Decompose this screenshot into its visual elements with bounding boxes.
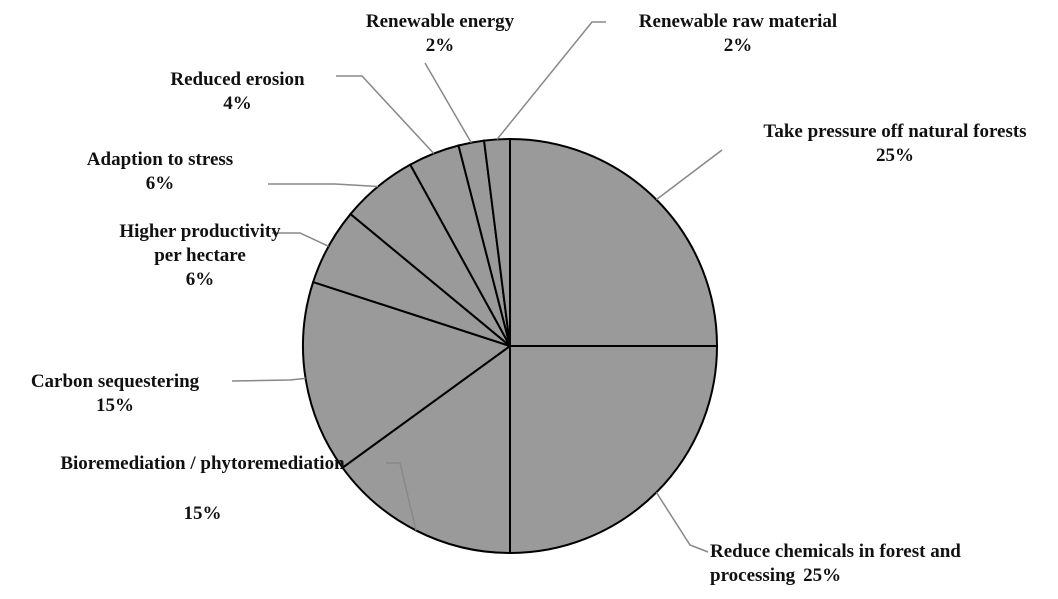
value-label: 6% xyxy=(145,173,175,194)
category-label: Reduced erosion xyxy=(170,69,305,90)
pie-slice xyxy=(509,137,719,347)
slice-label: Reduce chemicals in forest and processin… xyxy=(710,540,1040,588)
pie-slice xyxy=(302,280,513,470)
slice-label: Reduced erosion 4% xyxy=(130,68,345,116)
leader-line xyxy=(336,75,435,155)
value-label: 15% xyxy=(96,395,134,416)
category-label: Renewable energy xyxy=(365,11,515,32)
category-label: Adaption to stress xyxy=(86,149,234,170)
slice-label: Carbon sequestering 15% xyxy=(0,370,230,418)
value-label: 25% xyxy=(876,145,914,166)
value-label: 25% xyxy=(803,565,842,586)
leader-line xyxy=(496,21,606,140)
leader-line xyxy=(655,491,709,553)
value-label: 2% xyxy=(723,35,753,56)
leader-line xyxy=(386,462,417,531)
leader-line xyxy=(231,377,306,382)
slice-label: Take pressure off natural forests 25% xyxy=(725,120,1058,168)
category-label: Renewable raw material xyxy=(638,11,838,32)
slice-label: Bioremediation / phytoremediation 15% xyxy=(20,452,385,526)
category-label: Higher productivity per hectare xyxy=(119,221,281,266)
pie-slice xyxy=(509,345,719,555)
value-label: 2% xyxy=(425,35,455,56)
category-label: Reduce chemicals in forest and processin… xyxy=(710,541,961,586)
slice-label: Adaption to stress 6% xyxy=(55,148,265,196)
leader-line xyxy=(268,183,379,188)
category-label: Bioremediation / phytoremediation xyxy=(60,453,345,474)
slice-label: Renewable raw material 2% xyxy=(598,10,878,58)
slice-label: Renewable energy 2% xyxy=(320,10,560,58)
category-label: Carbon sequestering xyxy=(30,371,200,392)
category-label: Take pressure off natural forests xyxy=(763,121,1027,142)
value-label: 6% xyxy=(185,269,215,290)
slice-label: Higher productivity per hectare 6% xyxy=(110,220,290,292)
leader-line xyxy=(272,232,329,247)
value-label: 4% xyxy=(223,93,252,114)
value-label: 15% xyxy=(183,503,222,524)
leader-line xyxy=(655,149,723,201)
leader-line xyxy=(424,62,472,144)
